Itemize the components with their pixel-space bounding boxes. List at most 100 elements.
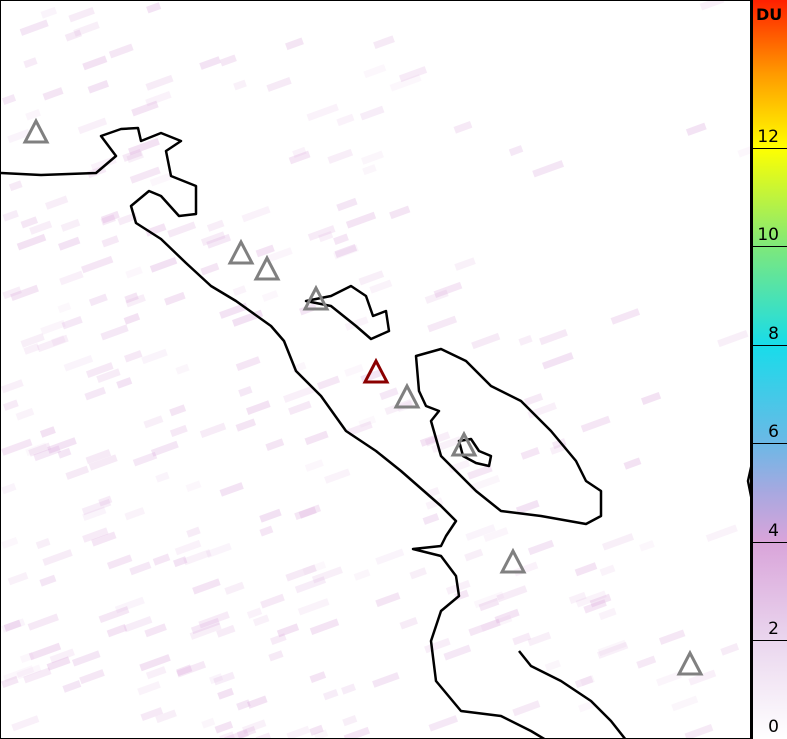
so2-pixel bbox=[494, 608, 520, 624]
so2-pixel bbox=[85, 362, 114, 378]
so2-pixel bbox=[28, 642, 62, 661]
so2-pixel bbox=[433, 281, 463, 299]
so2-pixel bbox=[7, 128, 31, 144]
so2-pixel bbox=[3, 619, 22, 632]
so2-pixel bbox=[59, 270, 84, 286]
so2-pixel bbox=[309, 724, 324, 736]
colorbar-tick-label: 10 bbox=[757, 225, 779, 246]
so2-pixel bbox=[3, 399, 19, 411]
volcano-icon bbox=[227, 238, 255, 265]
so2-pixel bbox=[298, 506, 317, 519]
so2-pixel bbox=[551, 438, 567, 450]
so2-pixel bbox=[87, 80, 110, 94]
coastline-east-edge bbox=[746, 466, 750, 498]
so2-pixel bbox=[524, 393, 544, 406]
so2-pixel bbox=[124, 350, 143, 363]
so2-pixel bbox=[79, 669, 105, 685]
so2-pixel bbox=[589, 593, 612, 608]
so2-pixel bbox=[1, 536, 19, 549]
so2-pixel bbox=[311, 566, 343, 584]
so2-pixel bbox=[141, 348, 168, 365]
so2-pixel bbox=[61, 315, 83, 330]
so2-pixel bbox=[145, 74, 174, 91]
so2-pixel bbox=[235, 356, 261, 371]
so2-pixel bbox=[150, 440, 179, 457]
so2-pixel bbox=[297, 598, 330, 616]
so2-pixel bbox=[640, 391, 662, 405]
so2-pixel bbox=[123, 312, 141, 325]
so2-pixel bbox=[636, 655, 657, 669]
coastline-south bbox=[518, 650, 627, 738]
so2-pixel bbox=[235, 418, 257, 432]
so2-pixel bbox=[508, 145, 524, 157]
so2-pixel bbox=[10, 284, 39, 301]
so2-pixel bbox=[454, 257, 476, 271]
volcano-icon bbox=[499, 547, 527, 574]
so2-pixel bbox=[100, 214, 116, 226]
so2-pixel bbox=[128, 137, 160, 156]
so2-pixel bbox=[1, 94, 17, 105]
so2-pixel bbox=[3, 665, 35, 683]
so2-pixel bbox=[334, 244, 358, 258]
so2-pixel bbox=[473, 591, 505, 609]
so2-pixel bbox=[353, 568, 371, 581]
so2-pixel bbox=[82, 527, 109, 543]
so2-pixel bbox=[347, 421, 373, 437]
so2-pixel bbox=[40, 6, 58, 19]
so2-pixel bbox=[27, 613, 59, 631]
so2-pixel bbox=[496, 585, 528, 603]
so2-pixel bbox=[363, 64, 387, 79]
so2-pixel bbox=[515, 499, 540, 515]
so2-pixel bbox=[167, 221, 197, 238]
so2-pixel bbox=[322, 688, 339, 701]
so2-pixel bbox=[260, 593, 285, 609]
so2-pixel bbox=[82, 506, 107, 522]
so2-pixel bbox=[532, 160, 565, 178]
so2-pixel bbox=[399, 617, 418, 630]
so2-pixel bbox=[29, 220, 53, 235]
so2-pixel bbox=[424, 637, 451, 654]
so2-pixel bbox=[85, 449, 112, 465]
so2-pixel bbox=[425, 497, 444, 510]
so2-pixel bbox=[375, 592, 401, 608]
so2-pixel bbox=[267, 247, 293, 263]
so2-pixel bbox=[316, 375, 341, 390]
so2-pixel bbox=[57, 447, 72, 459]
so2-pixel bbox=[176, 660, 207, 678]
so2-pixel bbox=[580, 675, 595, 687]
so2-pixel bbox=[483, 527, 509, 543]
so2-pixel bbox=[20, 216, 39, 229]
so2-pixel bbox=[259, 525, 274, 537]
colorbar-tick-label: 4 bbox=[768, 520, 779, 541]
colorbar-tick-label: 6 bbox=[768, 422, 779, 443]
so2-pixel bbox=[372, 672, 400, 688]
island-small bbox=[304, 284, 391, 341]
so2-pixel bbox=[139, 654, 171, 672]
island-large bbox=[414, 347, 603, 526]
so2-pixel bbox=[200, 231, 226, 246]
so2-pixel bbox=[575, 590, 607, 608]
volcano-icon bbox=[22, 117, 50, 144]
map-canvas bbox=[1, 1, 750, 738]
so2-pixel bbox=[359, 105, 385, 121]
colorbar: DU 0 2 4 6 8 10 12 bbox=[751, 0, 787, 739]
so2-pixel bbox=[464, 548, 484, 562]
so2-pixel bbox=[116, 377, 133, 389]
so2-pixel bbox=[270, 633, 287, 646]
so2-pixel bbox=[241, 205, 271, 223]
so2-pixel bbox=[245, 400, 271, 415]
so2-pixel bbox=[73, 21, 100, 37]
so2-pixel bbox=[60, 218, 81, 232]
so2-pixel bbox=[224, 729, 249, 738]
so2-pixel bbox=[169, 404, 187, 417]
so2-pixel bbox=[358, 270, 385, 286]
so2-pixel bbox=[219, 482, 244, 497]
so2-pixel bbox=[169, 424, 188, 438]
so2-pixel bbox=[1, 618, 26, 633]
volcano-icon bbox=[676, 649, 704, 676]
so2-pixel bbox=[2, 286, 22, 300]
so2-pixel bbox=[49, 648, 75, 664]
so2-pixel bbox=[309, 618, 340, 635]
so2-pixel bbox=[213, 671, 236, 686]
so2-pixel bbox=[205, 542, 232, 559]
